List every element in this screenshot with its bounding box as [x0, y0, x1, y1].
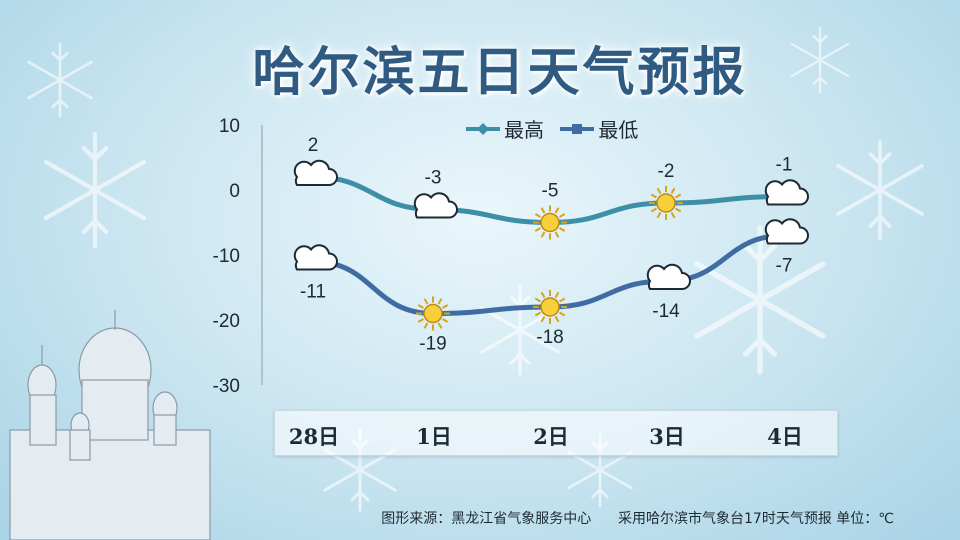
sun-icon: [533, 205, 567, 240]
data-label: -7: [776, 256, 793, 277]
y-tick-label: -10: [213, 246, 240, 267]
data-label: -18: [536, 327, 563, 348]
y-tick-label: 0: [229, 181, 240, 202]
cloud-icon: [293, 159, 338, 186]
footer-source: 图形来源：黑龙江省气象服务中心: [381, 511, 592, 527]
data-label: -3: [425, 168, 442, 189]
sun-icon: [649, 186, 683, 220]
sun-icon: [416, 296, 450, 331]
y-tick-label: -30: [213, 376, 240, 397]
cloud-icon: [646, 263, 691, 290]
data-label: -19: [419, 334, 446, 355]
x-tick-label: 4日: [767, 424, 803, 449]
x-tick-label: 2日: [533, 424, 569, 449]
legend-item-high: 最高: [466, 114, 544, 143]
x-tick-label: 1日: [416, 424, 452, 449]
legend-item-low: 最低: [560, 114, 638, 143]
legend-label-high: 最高: [504, 118, 544, 142]
data-label: -11: [300, 282, 326, 303]
data-label: 2: [308, 135, 319, 156]
legend: 最高 最低: [466, 114, 648, 143]
sun-icon: [533, 290, 567, 324]
cloud-icon: [764, 179, 809, 206]
y-tick-label: 10: [219, 116, 240, 137]
data-label: -14: [652, 301, 680, 322]
y-tick-label: -20: [213, 311, 240, 332]
cloud-icon: [293, 244, 338, 271]
cloud-icon: [413, 192, 458, 219]
x-tick-label: 28日: [288, 424, 340, 449]
castle-illustration: [9, 310, 211, 540]
footer-note: 采用哈尔滨市气象台17时天气预报 单位：℃: [618, 511, 894, 527]
high-legend-marker-icon: [466, 122, 500, 135]
data-label: -5: [542, 181, 559, 202]
x-axis-category-bar: 28日 1日 2日 3日 4日: [274, 410, 838, 456]
legend-label-low: 最低: [598, 118, 639, 142]
data-label: -1: [776, 155, 793, 176]
cloud-icon: [764, 218, 809, 245]
x-tick-label: 3日: [649, 424, 685, 449]
low-legend-marker-icon: [560, 123, 595, 134]
page-title: 哈尔滨五日天气预报: [252, 42, 748, 103]
data-label: -2: [658, 161, 675, 182]
footer: 图形来源：黑龙江省气象服务中心 采用哈尔滨市气象台17时天气预报 单位：℃: [381, 508, 894, 528]
